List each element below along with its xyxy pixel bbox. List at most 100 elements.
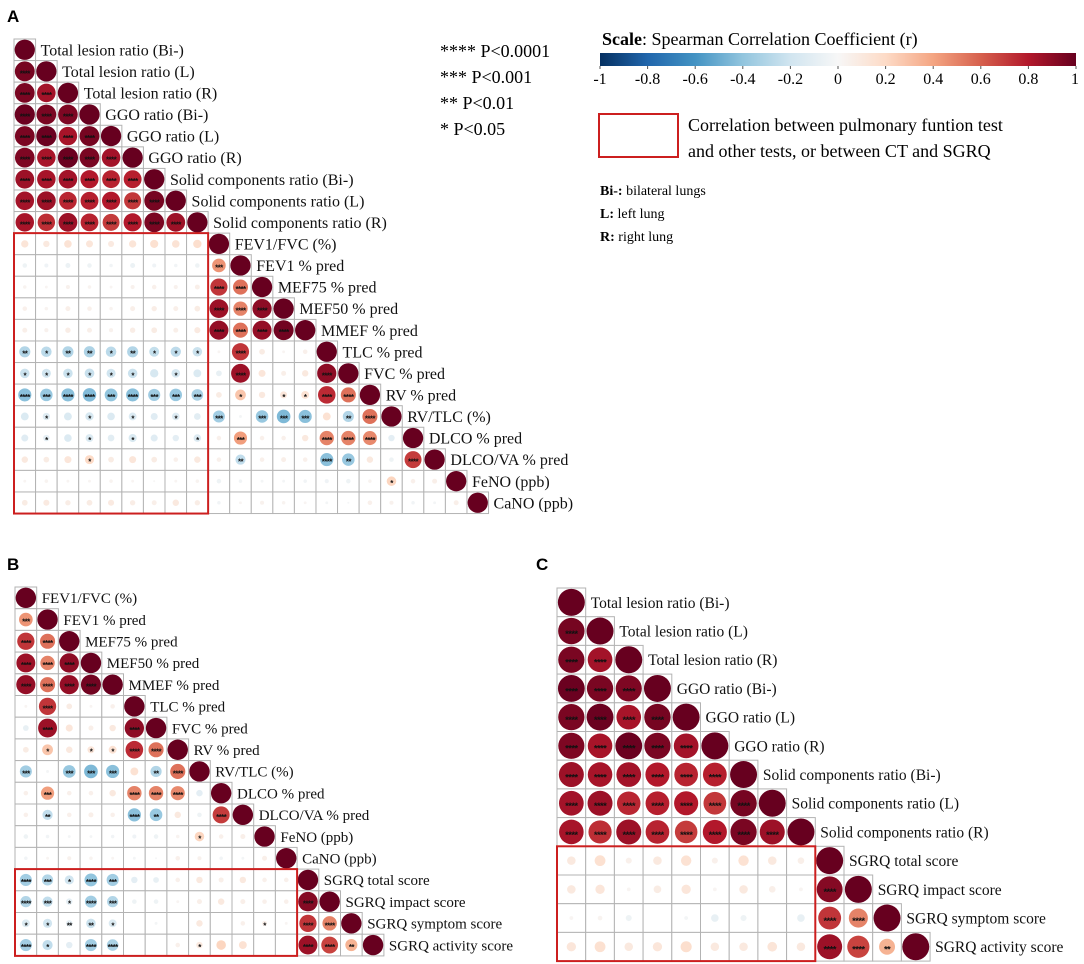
diagonal-cell — [401, 426, 425, 450]
corr-cell — [380, 491, 403, 515]
corr-cell: **** — [35, 146, 58, 169]
diagonal-cell — [337, 362, 360, 385]
corr-cell: * — [78, 362, 101, 385]
corr-cell: * — [293, 383, 317, 407]
corr-cell: **** — [164, 211, 188, 234]
corr-cell: **** — [556, 673, 587, 704]
corr-cell — [13, 469, 37, 493]
corr-cell: **** — [556, 644, 587, 675]
corr-circle — [104, 388, 118, 402]
diagonal-cell — [144, 716, 168, 740]
corr-cell: **** — [13, 189, 37, 213]
corr-circle — [19, 873, 32, 886]
corr-circle — [124, 718, 145, 738]
corr-cell: *** — [14, 760, 38, 783]
corr-cell — [186, 318, 209, 342]
diagonal-cell — [250, 275, 274, 299]
corr-circle — [62, 765, 76, 778]
highlight-legend-swatch — [598, 113, 679, 158]
corr-cell — [123, 868, 146, 892]
corr-cell — [401, 491, 425, 515]
corr-circle — [192, 347, 203, 357]
corr-circle — [130, 285, 135, 290]
corr-circle — [173, 285, 178, 290]
corr-cell — [121, 318, 144, 342]
sig-stars: * — [196, 350, 200, 359]
corr-circle — [21, 919, 30, 928]
sig-stars: * — [196, 436, 200, 445]
corr-cell — [13, 254, 37, 277]
corr-circle — [176, 900, 180, 904]
corr-cell: *** — [272, 405, 295, 428]
corr-circle — [23, 834, 29, 839]
corr-cell: **** — [36, 651, 59, 675]
corr-circle — [66, 479, 70, 483]
corr-cell: **** — [13, 81, 37, 105]
corr-circle — [46, 856, 49, 860]
corr-cell — [56, 426, 80, 450]
corr-cell — [250, 362, 274, 385]
corr-cell: ** — [872, 931, 902, 962]
corr-circle — [645, 820, 670, 844]
corr-cell: **** — [401, 448, 425, 471]
corr-cell: **** — [556, 817, 587, 847]
colorbar-tick-label: -0.2 — [778, 71, 803, 88]
corr-circle — [151, 327, 158, 334]
corr-cell — [144, 846, 168, 870]
corr-cell — [142, 426, 166, 450]
sig-stars: ** — [154, 769, 161, 778]
abbreviation-key: Bi-: — [600, 184, 623, 199]
corr-circle — [66, 703, 73, 710]
sig-stars: **** — [41, 177, 53, 186]
corr-circle — [273, 298, 294, 319]
sig-stars: **** — [129, 748, 141, 757]
corr-circle — [66, 898, 73, 905]
corr-circle — [597, 915, 603, 921]
sig-stars: **** — [106, 220, 118, 229]
sig-stars: **** — [651, 715, 664, 726]
corr-circle — [44, 328, 49, 333]
corr-circle — [194, 284, 200, 290]
diagonal-cell — [293, 318, 317, 342]
variable-label: SGRQ activity score — [935, 939, 1063, 956]
corr-circle — [194, 831, 205, 842]
corr-circle — [298, 409, 312, 424]
corr-cell: **** — [56, 124, 80, 148]
corr-cell — [315, 491, 339, 515]
corr-circle — [14, 39, 35, 60]
abbreviation-entry: Bi-: bilateral lungs — [600, 184, 706, 199]
corr-circle — [625, 915, 632, 922]
corr-cell: **** — [337, 383, 360, 407]
corr-circle — [65, 285, 70, 290]
corr-cell: **** — [556, 702, 587, 732]
corr-circle — [37, 169, 56, 189]
corr-cell — [700, 931, 730, 962]
diagonal-cell — [164, 189, 188, 213]
corr-cell — [613, 874, 644, 905]
corr-circle — [239, 876, 247, 884]
sig-stars: **** — [623, 744, 636, 755]
corr-cell: **** — [13, 167, 37, 191]
corr-cell — [293, 362, 317, 385]
corr-cell — [121, 491, 144, 515]
corr-cell: * — [229, 383, 252, 407]
corr-circle — [80, 213, 99, 232]
corr-cell — [207, 362, 231, 385]
sig-stars: **** — [651, 744, 664, 755]
corr-circle — [86, 918, 96, 929]
corr-cell — [121, 297, 144, 320]
corr-cell — [380, 426, 403, 450]
corr-cell — [14, 695, 38, 718]
corr-cell — [35, 469, 58, 493]
corr-cell — [585, 903, 615, 933]
variable-label: FeNO (ppb) — [472, 474, 550, 491]
corr-circle — [586, 675, 614, 702]
sig-stars: **** — [214, 307, 226, 316]
corr-circle — [653, 885, 662, 894]
corr-circle — [150, 369, 159, 378]
sig-stars: **** — [63, 156, 75, 165]
sig-stars: **** — [823, 916, 836, 927]
corr-circle — [302, 349, 308, 355]
sig-stars: *** — [44, 878, 53, 887]
corr-cell: **** — [13, 60, 37, 83]
